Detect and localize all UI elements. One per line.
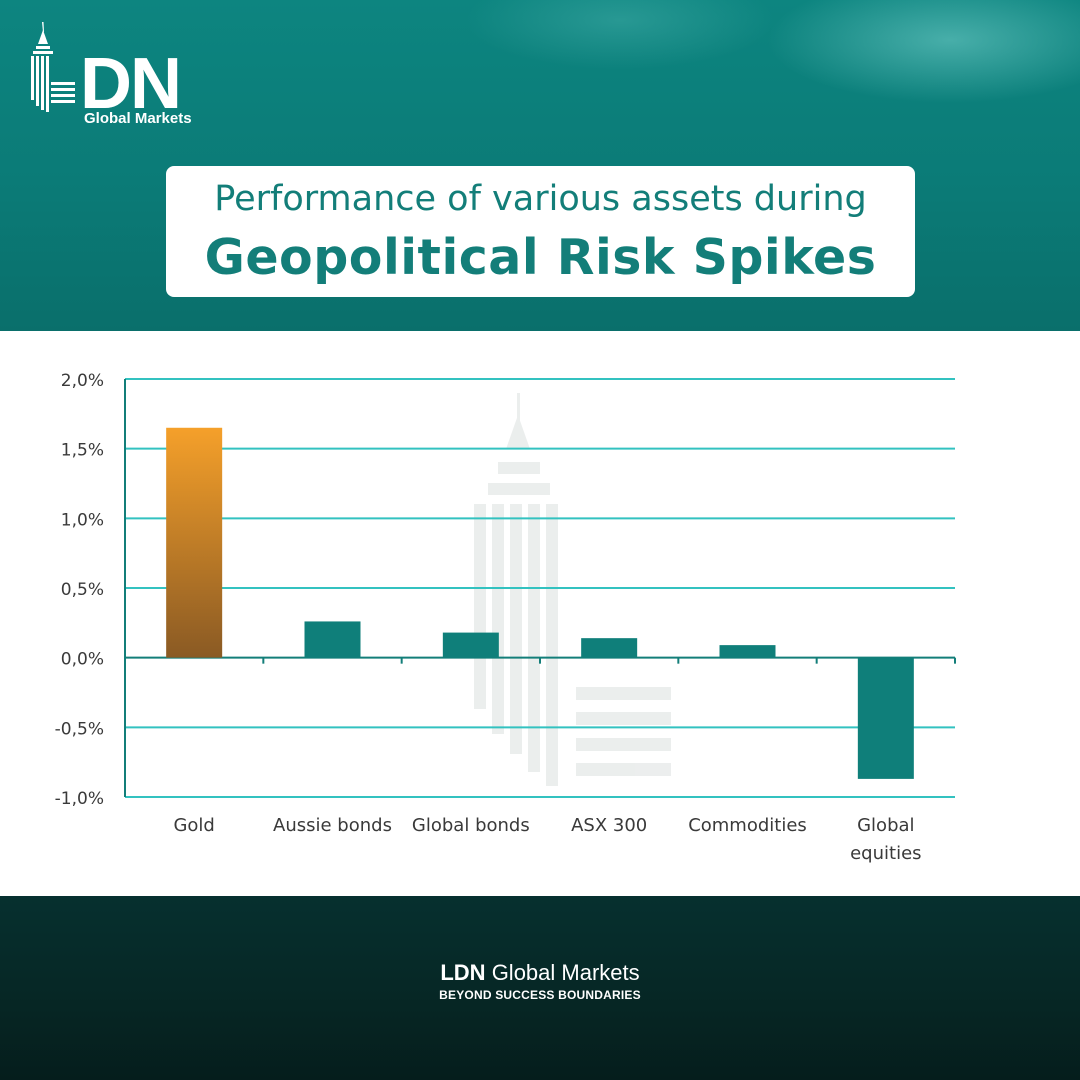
x-category-label: Global [857,815,914,836]
chart-panel: 2,0% 1,5% 1,0% 0,5% 0,0% -0,5% -1,0% Gold Aussie… [0,331,1080,896]
headline-line-1: Performance of various assets during [214,179,867,219]
bar [581,638,638,658]
logo-wordmark: DN [80,44,182,124]
footer-brand: LDN Global Markets [0,960,1080,986]
header-band: DN Global Markets Performance of various… [0,0,1080,331]
bar [442,632,499,658]
x-category-label: ASX 300 [571,815,647,836]
bar [304,621,361,658]
bar [719,645,776,658]
bar-chart: 2,0% 1,5% 1,0% 0,5% 0,0% -0,5% -1,0% Gold Aussie… [55,371,956,864]
footer-band: LDN Global Markets BEYOND SUCCESS BOUNDA… [0,896,1080,1080]
y-tick-label: 1,5% [61,441,104,461]
footer-tagline: BEYOND SUCCESS BOUNDARIES [439,988,641,1002]
x-category-label: Gold [173,815,214,836]
headline-box: Performance of various assets during Geo… [166,166,915,297]
x-category-label: Aussie bonds [273,815,392,836]
x-category-label: Global bonds [412,815,530,836]
ldn-logo: DN Global Markets [28,22,198,132]
y-tick-label: 0,0% [61,650,104,670]
footer-brand-rest: Global Markets [485,960,640,985]
footer-brand-bold: LDN [440,960,486,985]
bar [857,657,914,779]
y-tick-label: 1,0% [61,510,104,530]
y-tick-label: 0,5% [61,580,104,600]
building-logo-icon [31,22,75,112]
y-tick-label: 2,0% [61,371,104,391]
bar [166,427,223,658]
logo-subtitle: Global Markets [84,110,192,127]
y-tick-label: -0,5% [55,719,104,739]
x-category-label: equities [850,843,921,864]
y-tick-label: -1,0% [55,789,104,809]
headline-line-2: Geopolitical Risk Spikes [204,229,877,286]
x-category-label: Commodities [688,815,807,836]
